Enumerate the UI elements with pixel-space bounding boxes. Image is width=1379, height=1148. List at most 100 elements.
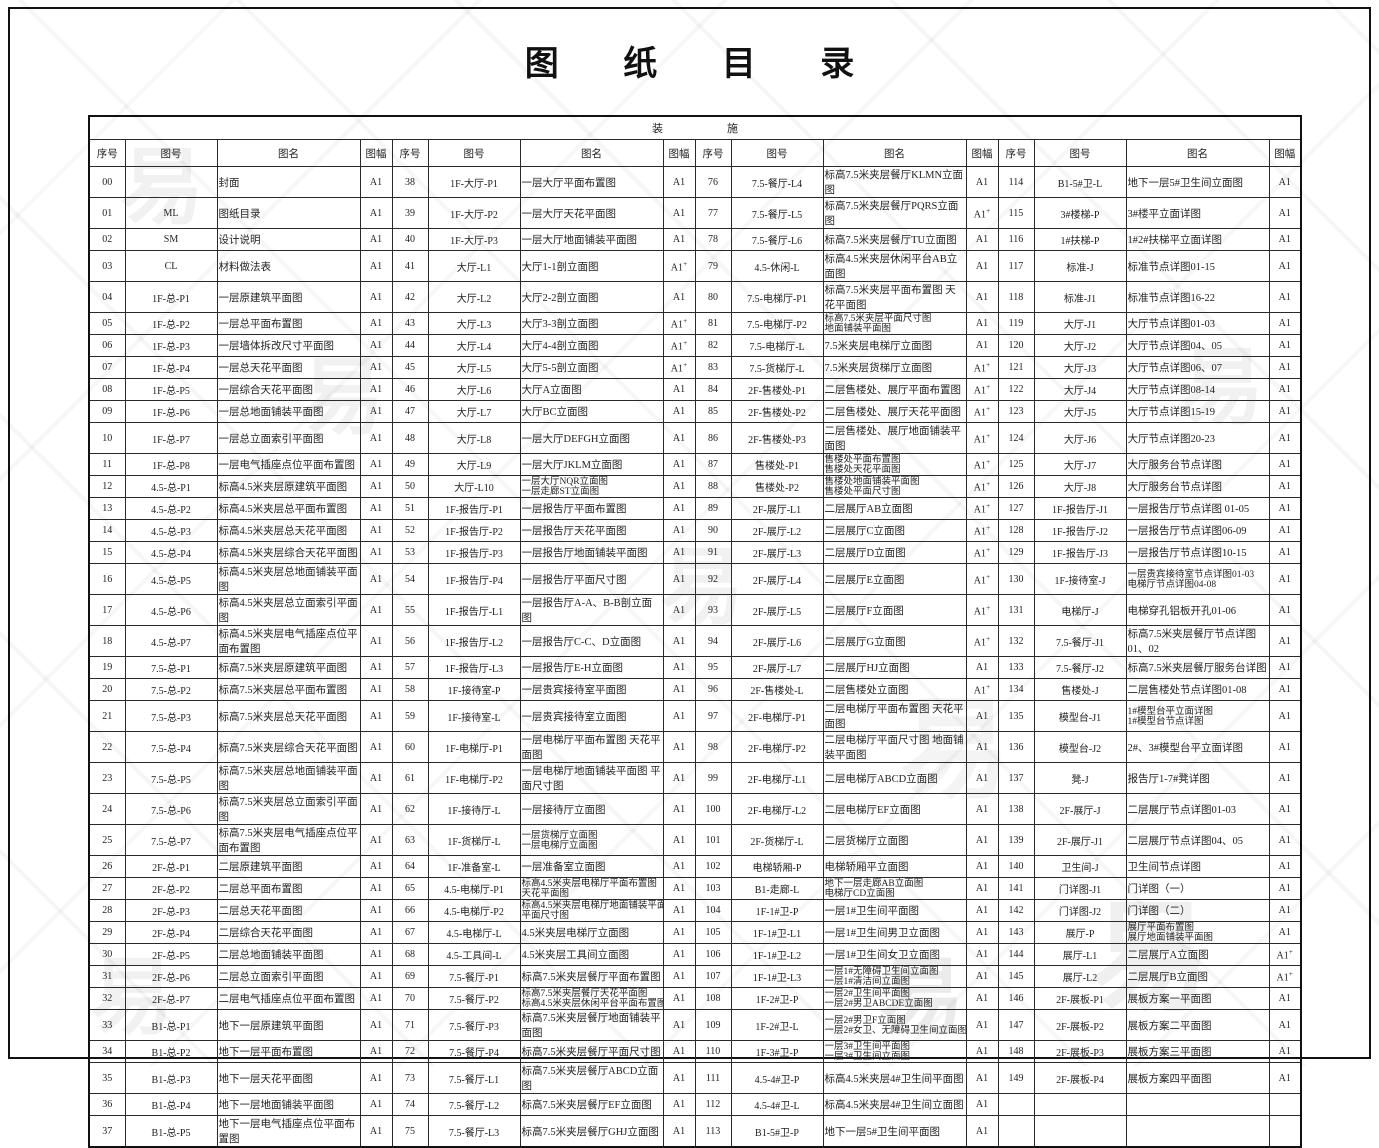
serial-cell: 50	[391, 475, 429, 498]
table-row: 36 B1-总-P4 地下一层地面铺装平面图 A1 74 7.5-餐厅-L2 标高7.5米夹…	[88, 1093, 1302, 1116]
drawing-no-cell: 1F-总-P4	[124, 356, 218, 379]
drawing-name-cell: 3#楼平立面详图	[1125, 197, 1270, 229]
serial-cell: 75	[391, 1115, 429, 1148]
serial-cell	[997, 1115, 1035, 1148]
drawing-no-cell: 2F-展板-P4	[1033, 1062, 1127, 1094]
sheet-size-cell: A1	[359, 1009, 393, 1041]
drawing-no-cell: 售楼处-P1	[730, 453, 824, 476]
drawing-name-cell: 二层展厅G立面图	[822, 625, 967, 657]
sheet-size-cell: A1+	[1268, 965, 1302, 988]
serial-cell: 40	[391, 228, 429, 251]
drawing-no-cell: 展厅-L2	[1033, 965, 1127, 988]
serial-cell: 14	[88, 519, 126, 542]
sheet-size-cell: A1	[1268, 228, 1302, 251]
drawing-no-cell: 7.5-餐厅-P1	[427, 965, 521, 988]
sheet-size-cell: A1	[1268, 594, 1302, 626]
drawing-name-cell: 一层大厅天花平面图	[519, 197, 664, 229]
drawing-name-cell: 标高4.5米夹层总平面布置图	[216, 497, 361, 520]
serial-cell: 12	[88, 475, 126, 498]
table-row: 00 封面 A1 38 1F-大厅-P1 一层大厅平面布置图 A1 76 7.5-餐厅-L4 标高…	[88, 166, 1302, 198]
sheet-size-cell: A1	[1268, 563, 1302, 595]
drawing-no-cell: 7.5-餐厅-L1	[427, 1062, 521, 1094]
drawing-name-cell: 地下一层走廊AB立面图 电梯厅CD立面图	[822, 877, 967, 900]
drawing-no-cell: 大厅-L7	[427, 400, 521, 423]
sheet-size-cell: A1	[662, 678, 696, 701]
drawing-no-cell: 大厅-J6	[1033, 422, 1127, 454]
drawing-name-cell: 二层展厅HJ立面图	[822, 656, 967, 679]
drawing-name-cell	[1125, 1093, 1270, 1116]
drawing-no-cell: 电梯轿厢-P	[730, 855, 824, 878]
drawing-no-cell: 7.5-总-P7	[124, 824, 218, 856]
drawing-name-cell: 一层总天花平面图	[216, 356, 361, 379]
drawing-no-cell: 2F-总-P3	[124, 899, 218, 922]
drawing-name-cell: 门详图（二）	[1125, 899, 1270, 922]
sheet-size-cell: A1	[359, 943, 393, 966]
drawing-no-cell: 1F-接待室-P	[427, 678, 521, 701]
sheet-size-cell: A1	[965, 1115, 999, 1148]
drawing-name-cell: 地下一层平面布置图	[216, 1040, 361, 1063]
drawing-name-cell: 1#模型台平立面详图 1#模型台节点详图	[1125, 700, 1270, 732]
drawing-name-cell: 一层电气插座点位平面布置图	[216, 453, 361, 476]
table-row: 02 SM 设计说明 A1 40 1F-大厅-P3 一层大厅地面铺装平面图 A1 78 7.5-餐…	[88, 228, 1302, 251]
drawing-no-cell: 1F-接待厅-L	[427, 793, 521, 825]
serial-cell: 126	[997, 475, 1035, 498]
drawing-name-cell: 大厅服务台节点详图	[1125, 475, 1270, 498]
sheet-size-cell: A1	[1268, 877, 1302, 900]
serial-cell: 107	[694, 965, 732, 988]
drawing-no-cell: 1F-电梯厅-P1	[427, 731, 521, 763]
sheet-size-cell: A1	[359, 453, 393, 476]
serial-cell: 101	[694, 824, 732, 856]
drawing-name-cell: 标高7.5米夹层餐厅KLMN立面图	[822, 166, 967, 198]
drawing-name-cell: 一层报告厅节点详图 01-05	[1125, 497, 1270, 520]
drawing-no-cell: 2F-展厅-L2	[730, 519, 824, 542]
drawing-name-cell: 标高7.5米夹层原建筑平面图	[216, 656, 361, 679]
serial-cell: 61	[391, 762, 429, 794]
drawing-name-cell: 二层展厅B立面图	[1125, 965, 1270, 988]
drawing-name-cell: 一层报告厅节点详图10-15	[1125, 541, 1270, 564]
sheet-size-cell: A1	[965, 1062, 999, 1094]
drawing-no-cell: 展厅-P	[1033, 921, 1127, 944]
drawing-name-cell: 标高4.5米夹层电梯厅地面铺装平面图 平面尺寸图	[519, 899, 664, 922]
drawing-name-cell: 标高7.5米夹层电气插座点位平面布置图	[216, 824, 361, 856]
serial-cell: 29	[88, 921, 126, 944]
drawing-no-cell: 7.5-餐厅-L3	[427, 1115, 521, 1148]
sheet-size-cell: A1	[359, 166, 393, 198]
drawing-no-cell: 1F-总-P1	[124, 281, 218, 313]
sheet-size-cell: A1	[1268, 453, 1302, 476]
drawing-no-cell: 2F-电梯厅-L1	[730, 762, 824, 794]
serial-cell: 118	[997, 281, 1035, 313]
drawing-no-cell: B1-走廊-L	[730, 877, 824, 900]
drawing-name-cell: 二层电梯厅平面布置图 天花平面图	[822, 700, 967, 732]
serial-cell: 104	[694, 899, 732, 922]
serial-cell: 47	[391, 400, 429, 423]
sheet-size-cell: A1	[1268, 625, 1302, 657]
drawing-name-cell: 一层总地面铺装平面图	[216, 400, 361, 423]
sheet-size-cell: A1	[662, 921, 696, 944]
drawing-name-cell: 二层售楼处、展厅地面铺装平面图	[822, 422, 967, 454]
serial-cell: 80	[694, 281, 732, 313]
serial-cell: 51	[391, 497, 429, 520]
serial-cell: 122	[997, 378, 1035, 401]
drawing-no-cell: 1F-报告厅-J2	[1033, 519, 1127, 542]
drawing-name-cell: 二层展厅C立面图	[822, 519, 967, 542]
sheet-size-cell: A1	[359, 824, 393, 856]
serial-cell: 02	[88, 228, 126, 251]
drawing-name-cell: 封面	[216, 166, 361, 198]
table-row: 11 1F-总-P8 一层电气插座点位平面布置图 A1 49 大厅-L9 一层大厅JKLM立…	[88, 453, 1302, 476]
serial-cell: 115	[997, 197, 1035, 229]
drawing-name-cell: 标高4.5米夹层综合天花平面图	[216, 541, 361, 564]
drawing-no-cell: ML	[124, 197, 218, 229]
drawing-no-cell: 4.5-电梯厅-P1	[427, 877, 521, 900]
drawing-name-cell: 标高7.5米夹层餐厅ABCD立面图	[519, 1062, 664, 1094]
sheet-size-cell: A1	[662, 497, 696, 520]
serial-cell: 27	[88, 877, 126, 900]
sheet-size-cell: A1	[662, 1040, 696, 1063]
serial-cell: 53	[391, 541, 429, 564]
drawing-name-cell: 二层电梯厅平面尺寸图 地面铺装平面图	[822, 731, 967, 763]
serial-cell: 17	[88, 594, 126, 626]
sheet-size-header: 图幅	[662, 139, 696, 167]
sheet-size-cell: A1	[965, 793, 999, 825]
drawing-no-cell: 大厅-J8	[1033, 475, 1127, 498]
drawing-name-cell: 地下一层天花平面图	[216, 1062, 361, 1094]
serial-cell: 146	[997, 987, 1035, 1010]
